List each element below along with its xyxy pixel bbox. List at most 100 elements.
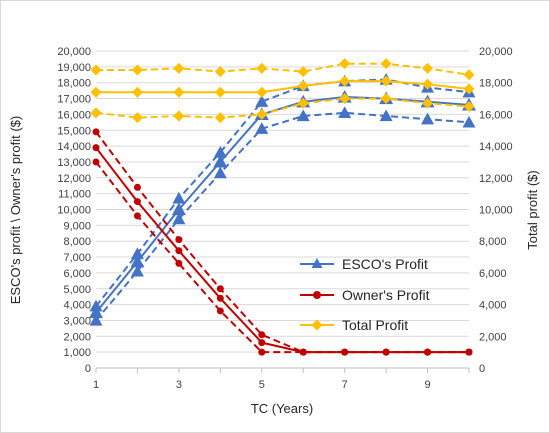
circle-marker bbox=[216, 294, 224, 302]
diamond-marker bbox=[214, 66, 226, 78]
series-2 bbox=[89, 106, 476, 326]
diamond-marker bbox=[256, 62, 268, 74]
y-axis-right-title: Total profit ($) bbox=[525, 170, 540, 249]
diamond-marker bbox=[422, 78, 434, 90]
triangle-marker bbox=[255, 95, 269, 107]
triangle-marker bbox=[89, 313, 103, 326]
y-right-tick-label: 10,000 bbox=[479, 205, 513, 217]
x-tick-label: 3 bbox=[176, 379, 182, 391]
y-left-tick-label: 8,000 bbox=[63, 236, 91, 248]
diamond-marker bbox=[297, 66, 309, 78]
y-left-tick-label: 0 bbox=[85, 363, 91, 375]
tick-labels: 0 1,000 2,000 3,000 4,000 5,000 6,000 7,000 8,00… bbox=[57, 46, 512, 391]
diamond-marker bbox=[297, 97, 309, 109]
diamond-marker bbox=[380, 93, 392, 105]
diamond-marker bbox=[463, 69, 475, 81]
y-left-tick-label: 6,000 bbox=[63, 268, 91, 280]
diamond-marker bbox=[380, 58, 392, 70]
x-tick-label: 1 bbox=[93, 379, 99, 391]
circle-marker bbox=[92, 144, 100, 152]
series-5 bbox=[92, 158, 473, 356]
series-line bbox=[95, 97, 470, 119]
y-left-tick-label: 3,000 bbox=[63, 315, 91, 327]
x-tick-label: 5 bbox=[259, 379, 265, 391]
y-left-tick-label: 19,000 bbox=[57, 62, 91, 74]
diamond-marker bbox=[90, 64, 102, 76]
y-right-tick-label: 12,000 bbox=[479, 173, 513, 185]
series-7 bbox=[90, 58, 475, 81]
legend-esco-label: ESCO's Profit bbox=[342, 256, 428, 272]
y-right-tick-label: 4,000 bbox=[479, 300, 507, 312]
diamond-marker bbox=[173, 86, 185, 98]
diamond-marker bbox=[214, 112, 226, 124]
legend-esco-marker bbox=[311, 258, 323, 268]
y-left-tick-label: 10,000 bbox=[57, 205, 91, 217]
circle-marker bbox=[175, 236, 183, 244]
diamond-marker bbox=[339, 58, 351, 70]
y-axis-left-title: ESCO's profit \ Owner's profit ($) bbox=[8, 116, 23, 304]
triangle-marker bbox=[338, 106, 352, 119]
x-axis-title: TC (Years) bbox=[251, 401, 313, 416]
circle-marker bbox=[465, 348, 473, 356]
triangle-marker bbox=[213, 145, 227, 158]
diamond-marker bbox=[173, 62, 185, 74]
axes bbox=[95, 367, 470, 373]
legend-total-marker bbox=[311, 319, 323, 331]
circle-marker bbox=[258, 348, 266, 356]
y-left-tick-label: 12,000 bbox=[57, 173, 91, 185]
x-tick-label: 9 bbox=[424, 379, 430, 391]
diamond-marker bbox=[131, 112, 143, 124]
legend-owner-label: Owner's Profit bbox=[342, 287, 430, 303]
y-right-tick-label: 2,000 bbox=[479, 331, 507, 343]
y-left-tick-label: 7,000 bbox=[63, 252, 91, 264]
diamond-marker bbox=[131, 64, 143, 76]
legend-item-total: Total Profit bbox=[300, 317, 408, 333]
series-line bbox=[96, 80, 470, 94]
triangle-marker bbox=[462, 115, 476, 128]
circle-marker bbox=[341, 348, 349, 356]
diamond-marker bbox=[90, 86, 102, 98]
diamond-marker bbox=[380, 75, 392, 87]
diamond-marker bbox=[339, 93, 351, 105]
triangle-marker bbox=[296, 109, 310, 122]
triangle-marker bbox=[130, 264, 144, 277]
triangle-marker bbox=[421, 112, 435, 125]
diamond-marker bbox=[463, 100, 475, 112]
series-8 bbox=[90, 93, 475, 124]
y-right-tick-label: 18,000 bbox=[479, 78, 513, 90]
legend-item-esco: ESCO's Profit bbox=[300, 256, 428, 272]
y-left-tick-label: 18,000 bbox=[57, 78, 91, 90]
circle-marker bbox=[133, 212, 141, 220]
y-left-tick-label: 15,000 bbox=[57, 125, 91, 137]
y-left-tick-label: 20,000 bbox=[57, 46, 91, 58]
triangle-marker bbox=[130, 254, 145, 268]
y-right-tick-label: 8,000 bbox=[479, 236, 507, 248]
diamond-marker bbox=[256, 108, 268, 120]
series-line bbox=[96, 62, 470, 76]
triangle-marker bbox=[172, 212, 186, 225]
circle-marker bbox=[299, 348, 307, 356]
x-tick-label: 7 bbox=[342, 379, 348, 391]
y-left-tick-label: 5,000 bbox=[63, 284, 91, 296]
circle-marker bbox=[133, 183, 141, 191]
diamond-marker bbox=[173, 110, 185, 122]
y-right-tick-label: 20,000 bbox=[479, 46, 513, 58]
circle-marker bbox=[216, 307, 224, 315]
y-right-tick-label: 16,000 bbox=[479, 109, 513, 121]
legend-total-label: Total Profit bbox=[342, 317, 408, 333]
triangle-marker bbox=[255, 122, 269, 134]
y-right-tick-label: 0 bbox=[479, 363, 485, 375]
y-left-tick-label: 9,000 bbox=[63, 220, 91, 232]
y-left-tick-label: 11,000 bbox=[58, 189, 91, 201]
triangle-marker bbox=[89, 299, 103, 312]
circle-marker bbox=[258, 331, 266, 339]
y-right-tick-label: 6,000 bbox=[479, 268, 507, 280]
circle-marker bbox=[92, 158, 100, 166]
y-left-tick-label: 13,000 bbox=[57, 157, 91, 169]
triangle-marker bbox=[171, 202, 186, 216]
diamond-marker bbox=[256, 86, 268, 98]
series-line bbox=[95, 111, 470, 322]
diamond-marker bbox=[422, 62, 434, 74]
